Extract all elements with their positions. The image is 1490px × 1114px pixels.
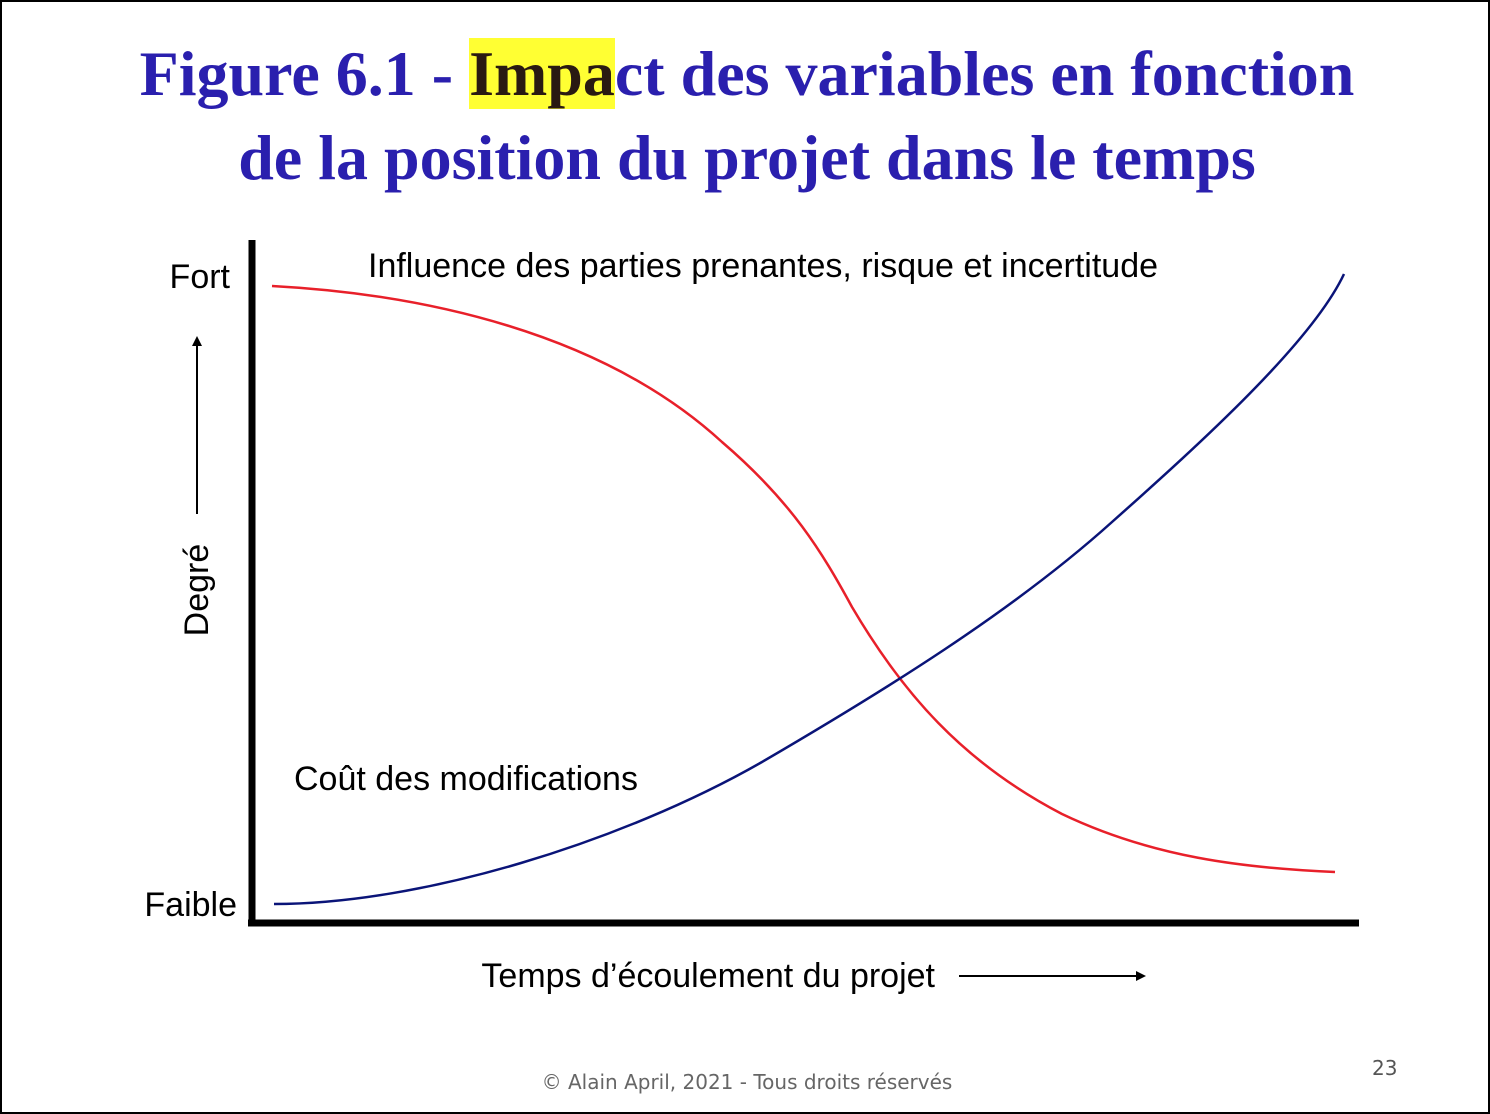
x-axis-title: Temps d’écoulement du projet xyxy=(481,957,935,995)
page-number: 23 xyxy=(1372,1056,1398,1080)
cost-curve-label: Coût des modifications xyxy=(294,760,638,798)
influence-curve-label: Influence des parties prenantes, risque … xyxy=(368,247,1158,285)
y-axis-high-label: Fort xyxy=(170,258,231,296)
y-axis-title: Degré xyxy=(178,544,216,637)
title-line1-start: Figure 6.1 - xyxy=(139,38,470,109)
copyright-footer: © Alain April, 2021 - Tous droits réserv… xyxy=(541,1070,953,1094)
title-line1-end: ct des variables en fonction xyxy=(614,38,1355,109)
title-highlighted-text: Impa xyxy=(469,38,615,109)
slide-title: Figure 6.1 - Impact des variables en fon… xyxy=(2,32,1488,200)
title-line2: de la position du projet dans le temps xyxy=(238,122,1256,193)
cost-of-changes-curve xyxy=(273,273,1346,906)
influence-risk-curve xyxy=(271,284,1336,874)
y-axis-low-label: Faible xyxy=(144,886,237,924)
